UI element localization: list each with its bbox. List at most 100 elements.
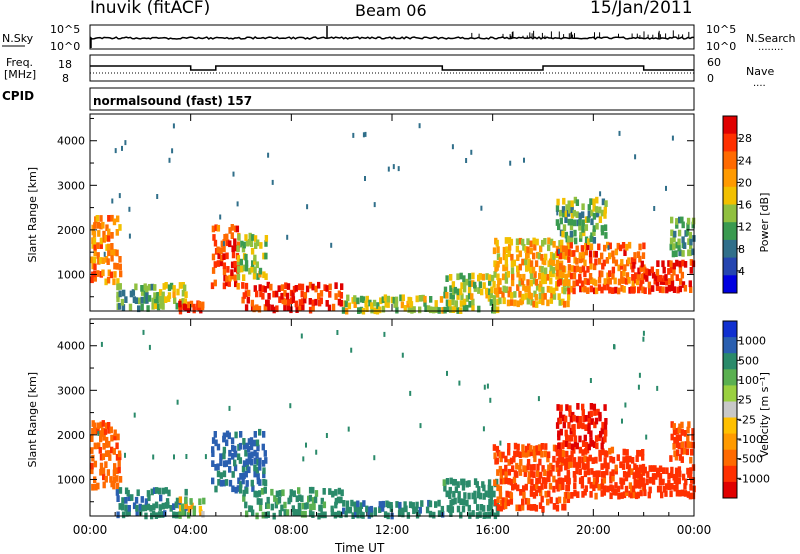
data-cell — [104, 278, 108, 286]
data-cell — [140, 296, 144, 304]
data-cell — [562, 224, 567, 231]
data-cell — [473, 285, 477, 292]
data-cell — [364, 300, 368, 308]
data-cell — [572, 424, 576, 431]
data-cell — [495, 457, 499, 465]
data-cell — [629, 491, 634, 499]
data-cell — [555, 449, 560, 457]
data-cell — [249, 443, 254, 451]
data-cell — [691, 221, 695, 229]
data-cell — [678, 285, 683, 293]
data-cell — [597, 243, 601, 251]
data-cell — [161, 303, 165, 310]
data-cell — [564, 249, 569, 256]
sparse-cell — [124, 140, 127, 146]
data-cell — [252, 272, 257, 280]
nave-tick-top: 60 — [707, 56, 721, 69]
sparse-cell — [671, 135, 674, 141]
data-cell — [263, 486, 267, 494]
data-cell — [383, 294, 388, 302]
data-cell — [593, 409, 597, 416]
data-cell — [639, 265, 643, 273]
data-cell — [260, 488, 265, 495]
data-cell — [99, 271, 103, 278]
data-cell — [281, 489, 285, 497]
data-cell — [586, 468, 591, 476]
sparse-cell — [556, 210, 559, 216]
data-cell — [220, 254, 224, 262]
colorbar-tick-label: 16 — [738, 199, 752, 212]
data-cell — [509, 498, 514, 505]
data-cell — [443, 286, 448, 294]
data-cell — [90, 256, 94, 264]
data-cell — [373, 507, 377, 514]
data-cell — [565, 440, 569, 447]
data-cell — [300, 290, 304, 298]
data-cell — [467, 504, 471, 512]
data-cell — [477, 287, 481, 294]
data-cell — [294, 285, 298, 292]
data-cell — [107, 235, 111, 242]
data-cell — [507, 237, 512, 244]
data-cell — [216, 224, 221, 232]
data-cell — [298, 283, 302, 291]
data-cell — [548, 270, 553, 278]
data-cell — [606, 485, 610, 493]
data-cell — [101, 453, 106, 460]
data-cell — [91, 454, 95, 462]
data-cell — [518, 263, 522, 271]
data-cell — [263, 450, 267, 457]
data-cell — [614, 248, 619, 256]
data-cell — [101, 221, 105, 229]
data-cell — [507, 250, 511, 258]
data-cell — [275, 490, 280, 498]
data-cell — [172, 503, 176, 510]
data-cell — [672, 262, 676, 270]
data-cell — [653, 277, 657, 285]
data-cell — [487, 274, 492, 281]
data-cell — [158, 289, 163, 296]
nsearch-label: N.Search — [746, 32, 796, 45]
data-cell — [122, 289, 126, 297]
data-cell — [604, 429, 608, 437]
data-cell — [386, 301, 390, 308]
data-cell — [311, 299, 315, 307]
data-cell — [524, 465, 528, 473]
data-cell — [581, 449, 585, 456]
data-cell — [689, 473, 693, 480]
data-cell — [314, 285, 318, 293]
data-cell — [560, 239, 564, 247]
data-cell — [640, 480, 644, 487]
data-cell — [216, 260, 220, 267]
data-cell — [308, 298, 312, 305]
data-cell — [645, 268, 649, 276]
data-cell — [107, 228, 111, 236]
data-cell — [467, 273, 472, 280]
colorbar-frame — [722, 320, 738, 499]
data-cell — [437, 307, 441, 314]
data-cell — [295, 306, 299, 313]
data-cell — [253, 457, 257, 465]
data-cell — [593, 421, 597, 429]
data-cell — [685, 448, 690, 456]
data-cell — [616, 454, 620, 461]
data-cell — [244, 290, 249, 297]
data-cell — [275, 305, 279, 313]
data-cell — [592, 484, 596, 492]
data-cell — [655, 269, 660, 276]
data-cell — [448, 486, 452, 494]
data-cell — [253, 258, 257, 265]
data-cell — [674, 250, 678, 257]
colorbar-tick-label: 100 — [738, 374, 759, 387]
sparse-cell — [121, 145, 123, 151]
data-cell — [593, 263, 597, 271]
data-cell — [602, 489, 607, 496]
data-cell — [121, 503, 125, 511]
data-cell — [656, 485, 661, 493]
data-cell — [559, 477, 563, 485]
data-cell — [595, 475, 599, 483]
data-cell — [462, 304, 467, 312]
data-cell — [536, 470, 540, 477]
data-cell — [555, 263, 559, 271]
data-cell — [242, 264, 247, 272]
